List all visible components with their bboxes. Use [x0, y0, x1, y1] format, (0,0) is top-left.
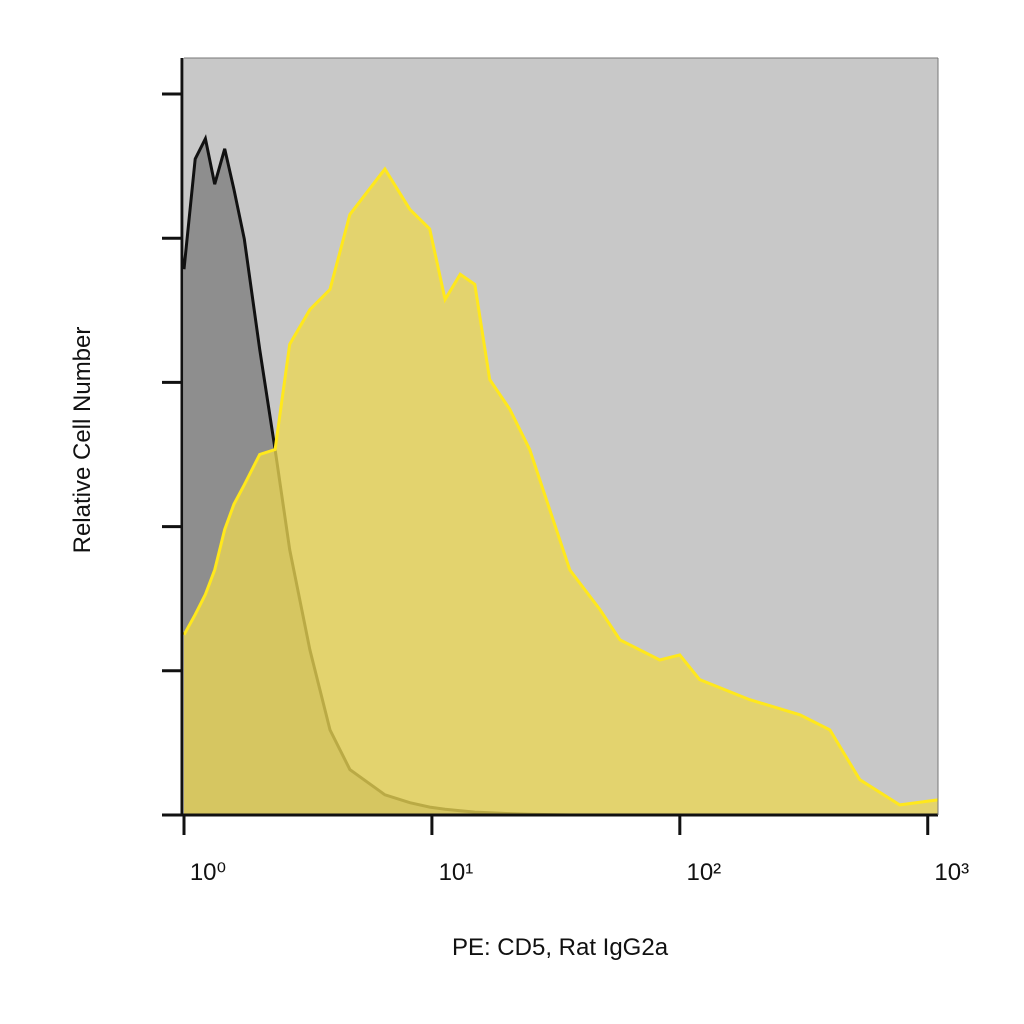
x-tick-label: 10¹	[439, 859, 474, 886]
x-tick-label: 10²	[686, 859, 721, 886]
outline	[182, 166, 938, 807]
x-tick-label: 10⁰	[190, 859, 226, 886]
x-tick-label: 10³	[934, 859, 969, 886]
y-axis-label: Relative Cell Number	[69, 327, 96, 554]
x-axis-label: PE: CD5, Rat IgG2a	[452, 934, 669, 961]
area	[184, 169, 938, 815]
